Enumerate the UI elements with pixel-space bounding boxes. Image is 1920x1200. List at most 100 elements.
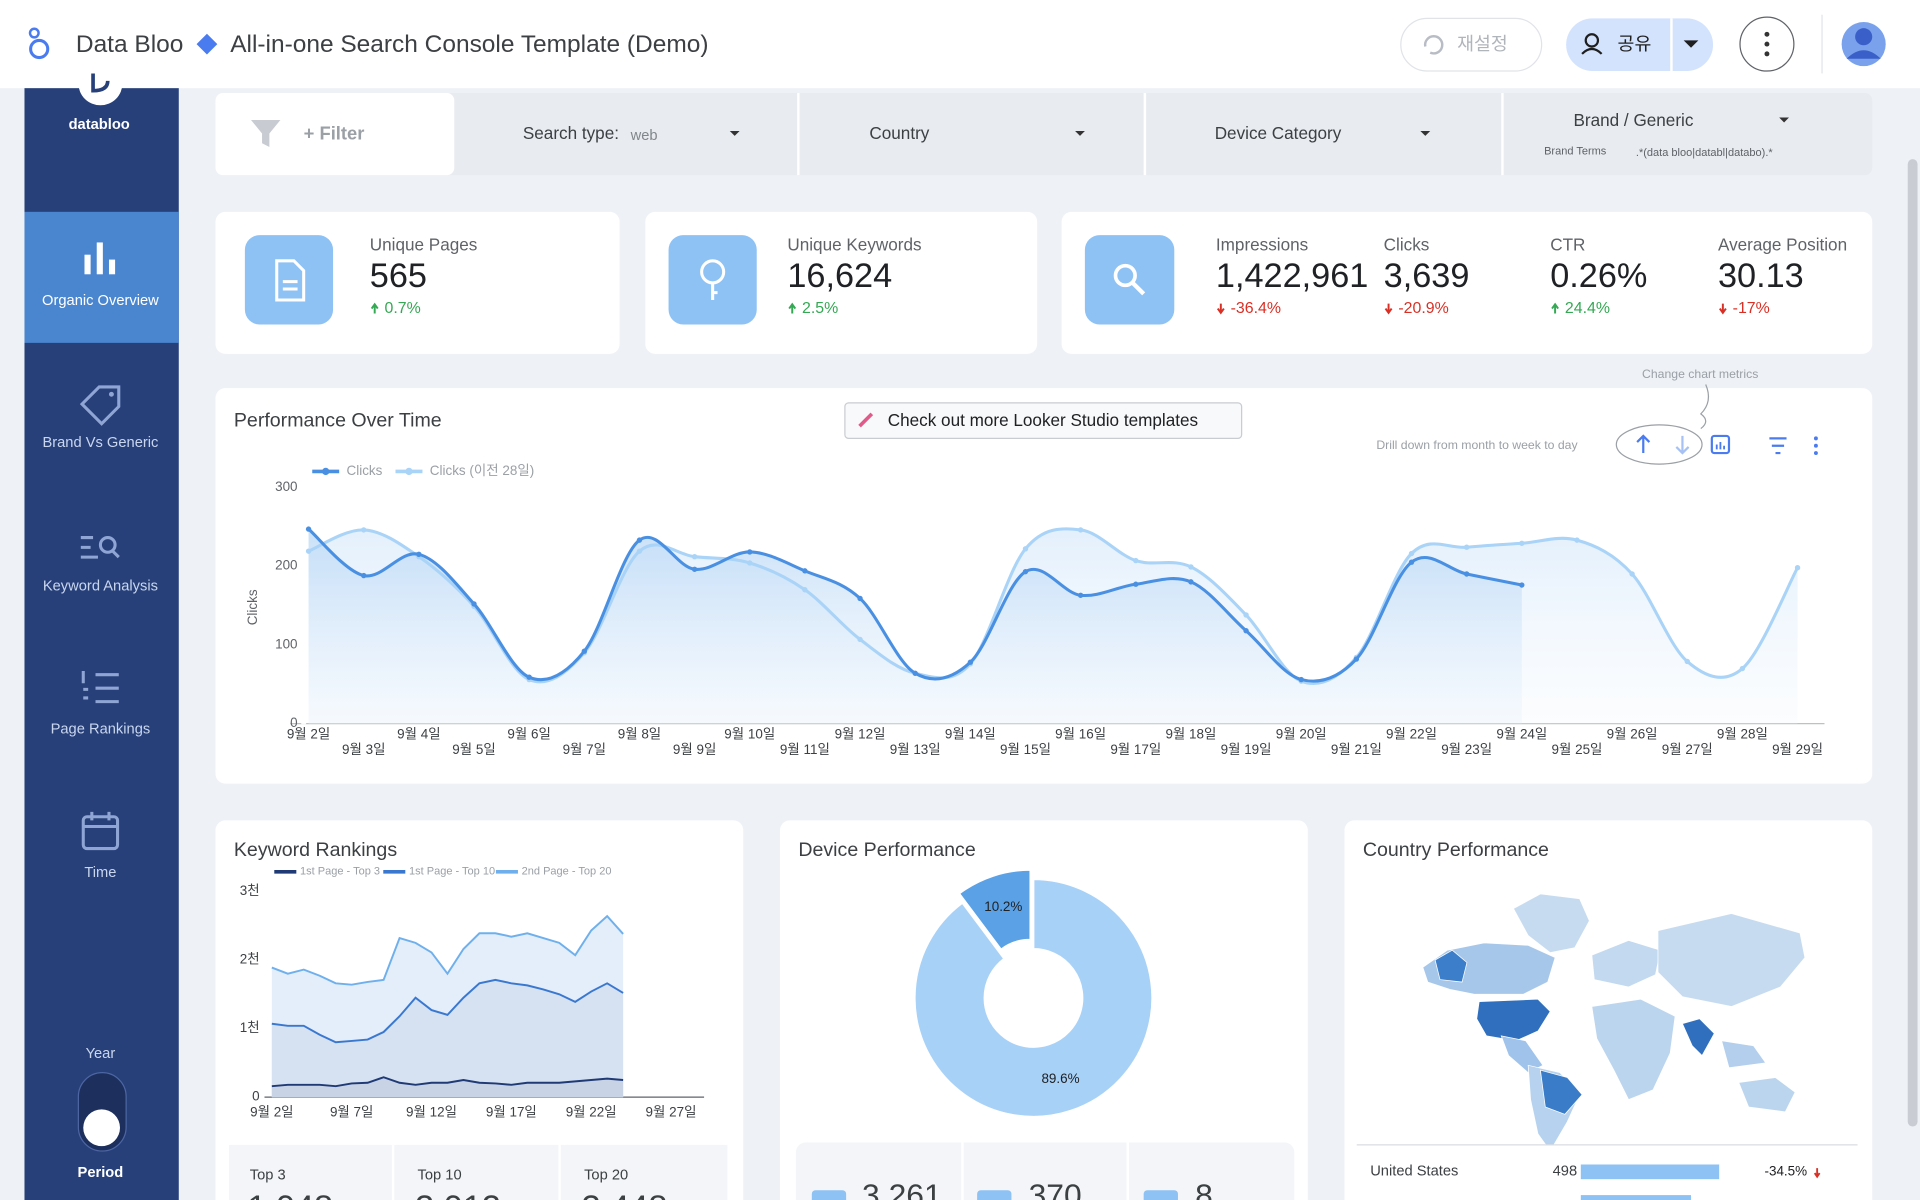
x-tick-label: 9월 16일 — [1055, 726, 1106, 741]
legend-label: 1st Page - Top 10 — [409, 866, 495, 878]
y-tick-label: 1천 — [240, 1020, 260, 1035]
data-point — [1408, 550, 1415, 557]
data-point — [912, 670, 918, 676]
chart-metrics-button[interactable] — [1710, 434, 1731, 455]
data-point — [1022, 568, 1029, 575]
scorecard-label: Unique Pages — [370, 235, 478, 255]
data-point — [1463, 571, 1470, 577]
data-point — [747, 560, 753, 566]
hint-text: Drill down from month to week to day — [1376, 438, 1578, 452]
x-tick-label: 9월 7일 — [563, 742, 606, 757]
series-area — [271, 1077, 624, 1098]
data-point — [305, 548, 312, 554]
x-tick-label: 9월 11일 — [780, 742, 830, 757]
country-filter[interactable]: Country — [869, 123, 1085, 143]
data-point — [857, 595, 863, 602]
x-tick-label: 9월 4일 — [397, 726, 440, 741]
nav-item[interactable]: Brand Vs Generic — [42, 385, 158, 451]
x-tick-label: 9월 26일 — [1607, 726, 1658, 741]
x-tick-label: 9월 27일 — [1662, 742, 1713, 757]
toggle-top-label: Year — [86, 1046, 116, 1062]
chart-title: Keyword Rankings — [234, 839, 397, 861]
data-point — [1188, 564, 1194, 570]
scorecard-label: Clicks — [1384, 235, 1430, 255]
x-tick-label: 9월 28일 — [1717, 726, 1768, 741]
add-filter[interactable]: + Filter — [215, 93, 455, 176]
series-area — [271, 979, 624, 1098]
brand-terms-label: Brand Terms — [1544, 146, 1607, 158]
x-tick-label: 9월 9일 — [673, 742, 716, 757]
scorecard-change: 2.5% — [802, 300, 838, 317]
y-tick-label: 300 — [275, 479, 297, 494]
scorecard-change: 24.4% — [1565, 300, 1610, 317]
change-arrow — [1551, 302, 1559, 314]
data-point — [1133, 557, 1139, 564]
data-point — [526, 674, 532, 680]
x-tick-label: 9월 7일 — [330, 1105, 373, 1120]
x-tick-label: 9월 24일 — [1496, 726, 1547, 741]
drill-up-button[interactable] — [1636, 434, 1651, 454]
nav-item[interactable]: Keyword Analysis — [43, 536, 158, 595]
data-point — [1077, 592, 1084, 598]
country-change: -34.5% — [1764, 1163, 1807, 1178]
banner-text: Check out more Looker Studio templates — [888, 410, 1198, 430]
data-point — [361, 527, 367, 533]
search-type-filter[interactable]: Search type: web — [523, 123, 740, 144]
nav-item[interactable]: Organic Overview — [42, 242, 159, 309]
data-point — [1739, 665, 1746, 672]
scrollbar[interactable] — [1907, 159, 1918, 1127]
device-card — [780, 820, 1308, 1200]
nav-item[interactable]: Time — [81, 811, 120, 881]
keyword-tiles: Top 3 Top 10 Top 20 1,048 3,012 3,448 — [228, 1144, 728, 1200]
brand-filter[interactable]: Brand / Generic Brand Terms .*(data bloo… — [1544, 110, 1789, 159]
chart-title: Country Performance — [1363, 839, 1549, 861]
scorecard-label: Unique Keywords — [787, 235, 921, 255]
x-tick-label: 9월 21일 — [1331, 742, 1382, 757]
change-arrow — [1216, 303, 1225, 315]
scorecard-label: Average Position — [1718, 235, 1847, 255]
data-point — [1243, 628, 1249, 634]
share-button[interactable]: 공유 — [1566, 18, 1714, 72]
logo-text: databloo — [69, 117, 130, 133]
data-point — [471, 601, 477, 607]
chart-title: Performance Over Time — [234, 409, 442, 431]
change-arrow — [1718, 303, 1727, 315]
reset-button[interactable]: 재설정 — [1400, 17, 1543, 72]
scorecard-label: Impressions — [1216, 235, 1308, 255]
period-toggle[interactable] — [77, 1072, 127, 1152]
filter-button[interactable] — [1769, 437, 1787, 455]
filter-value: web — [630, 128, 658, 144]
tile-value: 3,012 — [415, 1189, 501, 1200]
data-point — [636, 548, 643, 554]
report-title[interactable]: All-in-one Search Console Template (Demo… — [230, 31, 708, 58]
chart-menu-button[interactable] — [1813, 436, 1818, 456]
scorecard-card — [1061, 211, 1873, 354]
more-button[interactable] — [1739, 16, 1795, 72]
scorecard-change: -17% — [1733, 300, 1770, 317]
templates-banner[interactable]: Check out more Looker Studio templates — [844, 402, 1243, 439]
x-tick-label: 9월 14일 — [945, 726, 996, 741]
nav-label: Keyword Analysis — [43, 578, 158, 594]
data-point — [802, 587, 808, 593]
x-tick-label: 9월 22일 — [1386, 726, 1437, 741]
world-map — [1422, 893, 1806, 1152]
x-tick-label: 9월 12일 — [406, 1105, 457, 1120]
data-point — [802, 568, 808, 574]
drill-down-button[interactable] — [1675, 435, 1690, 455]
tile-value: 3,448 — [582, 1189, 668, 1200]
app-logo[interactable] — [28, 27, 50, 60]
x-tick-label: 9월 10일 — [724, 726, 775, 741]
x-tick-label: 9월 25일 — [1551, 742, 1602, 757]
tile-value: 1,048 — [247, 1189, 333, 1200]
data-point — [691, 553, 698, 560]
avatar[interactable] — [1841, 22, 1886, 67]
data-point — [1133, 581, 1139, 587]
filter-bar-bg — [215, 93, 1873, 176]
filter-label: Device Category — [1215, 123, 1342, 143]
nav-active-bg — [24, 211, 179, 343]
data-point — [857, 636, 863, 643]
nav-item[interactable]: Page Rankings — [51, 671, 151, 738]
device-filter[interactable]: Device Category — [1215, 123, 1431, 143]
